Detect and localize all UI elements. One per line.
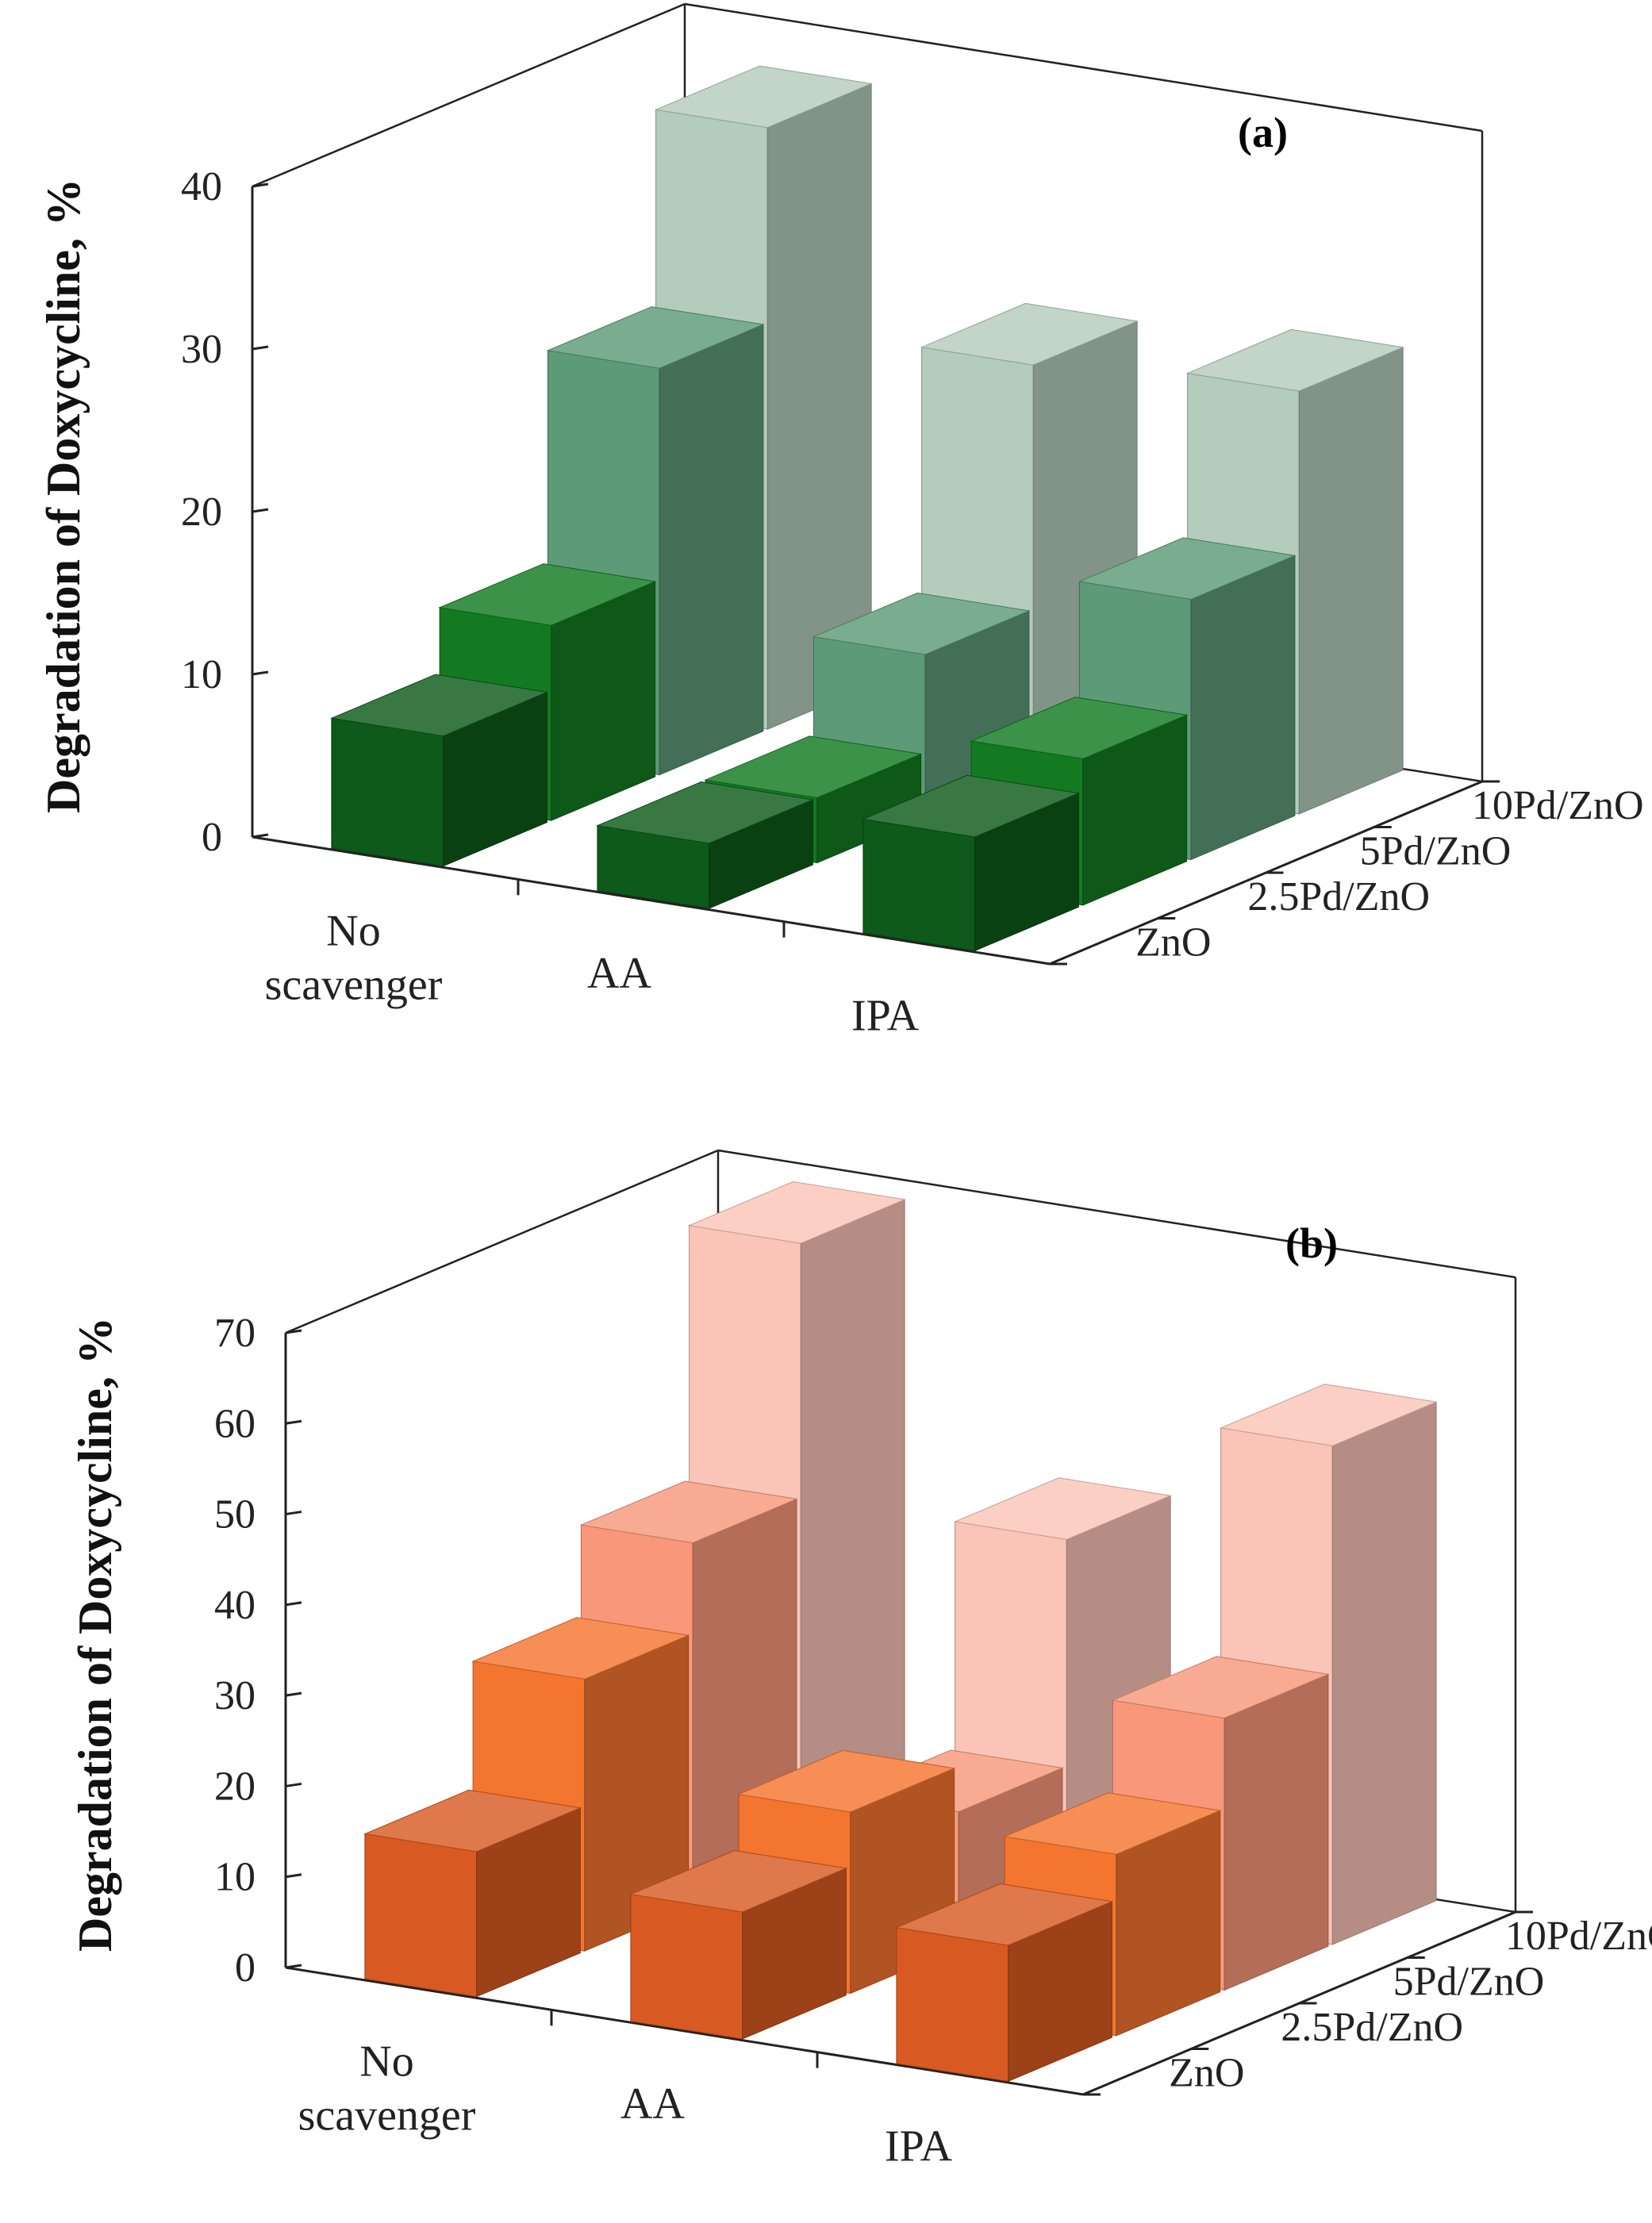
- y-tick: [285, 1964, 302, 1969]
- bar-top-face: [862, 774, 1081, 838]
- bar-front-face: [862, 818, 976, 951]
- y-tick: [285, 1782, 302, 1787]
- bar-top-face: [654, 65, 873, 129]
- y-tick: [285, 1601, 302, 1607]
- y-tick-label: 70: [214, 1311, 255, 1356]
- bar-top-face: [579, 1480, 798, 1544]
- y-tick: [285, 1329, 302, 1334]
- y-tick: [285, 1511, 302, 1516]
- bar-top-face: [812, 592, 1031, 655]
- y-tick-label: 0: [235, 1945, 255, 1991]
- bar: [629, 1849, 848, 2040]
- bar-side-face: [1298, 346, 1404, 815]
- y-tick-label: 40: [181, 164, 222, 209]
- bar-top-face: [737, 1749, 956, 1813]
- bar-front-face: [630, 1894, 743, 2040]
- bar-top-face: [596, 781, 815, 844]
- y-tick: [252, 670, 269, 676]
- x-axis-line: [285, 1966, 1084, 2096]
- y-tick-label: 50: [214, 1492, 255, 1538]
- series-label: 2.5Pd/ZnO: [1281, 2005, 1463, 2050]
- y-tick: [252, 182, 269, 188]
- bar-top-face: [1111, 1656, 1330, 1719]
- series-label: 5Pd/ZnO: [1360, 828, 1512, 873]
- frame-edge: [717, 1149, 1516, 1279]
- y-tick-label: 30: [181, 327, 222, 372]
- bar-side-face: [1190, 555, 1296, 861]
- y-axis-title: Degradation of Doxycycline, %: [69, 1317, 121, 1952]
- frame-edge: [684, 2, 1483, 132]
- series-label: 5Pd/ZnO: [1393, 1959, 1545, 2004]
- y-tick-label: 10: [214, 1855, 255, 1900]
- x-category-label: AA: [620, 2079, 685, 2129]
- bar-top-face: [1185, 328, 1404, 392]
- x-category-label: No scavenger: [298, 2037, 476, 2140]
- x-category-label: IPA: [851, 991, 920, 1040]
- bar: [862, 774, 1081, 952]
- bar: [330, 674, 549, 867]
- bar-top-face: [438, 563, 657, 626]
- y-tick-label: 60: [214, 1401, 255, 1446]
- frame-edge: [285, 1149, 719, 1334]
- bar-front-face: [364, 1833, 478, 1998]
- bar-top-face: [1219, 1384, 1438, 1446]
- bar-top-face: [546, 306, 765, 369]
- bar-front-face: [896, 1927, 1009, 2082]
- bar-top-face: [1078, 537, 1297, 600]
- frame-edge: [252, 2, 686, 188]
- y-tick-label: 20: [214, 1764, 255, 1809]
- series-label: 10Pd/ZnO: [1505, 1914, 1652, 1959]
- bar-top-face: [363, 1789, 582, 1852]
- series-label: 10Pd/ZnO: [1472, 783, 1644, 828]
- y-tick: [285, 1691, 302, 1697]
- x-category-label: IPA: [885, 2121, 953, 2171]
- bar-side-face: [659, 324, 764, 776]
- x-axis-line: [252, 835, 1051, 966]
- series-label: ZnO: [1169, 2050, 1244, 2095]
- bars: [363, 1181, 1438, 2083]
- bar-top-face: [953, 1477, 1172, 1540]
- x-category-label: AA: [587, 949, 651, 998]
- y-axis-title: Degradation of Doxycycline, %: [37, 179, 90, 813]
- bar-top-face: [1003, 1792, 1222, 1855]
- y-tick-label: 0: [202, 815, 222, 860]
- chart-panel-1: 0 10 20 30 40 No scavenger AA IPA ZnO 2.5Pd/ZnO5Pd…: [37, 2, 1644, 1040]
- y-tick: [285, 1873, 302, 1879]
- y-tick-label: 40: [214, 1583, 255, 1628]
- bar-top-face: [704, 735, 923, 799]
- bar: [363, 1789, 582, 1998]
- y-tick: [252, 508, 269, 513]
- bar-side-face: [1224, 1673, 1329, 1991]
- y-tick-label: 30: [214, 1673, 255, 1718]
- panel-label: (b): [1285, 1219, 1338, 1267]
- chart-panel-2: 0 10 20 30 40 50 60 70 No scavenger AA IPA ZnO 2.5Pd/…: [69, 1149, 1652, 2171]
- series-label: 2.5Pd/ZnO: [1247, 874, 1430, 920]
- x-category-label: No scavenger: [265, 907, 443, 1010]
- bars: [330, 65, 1404, 952]
- y-tick-label: 10: [181, 652, 222, 697]
- bar-top-face: [687, 1181, 906, 1244]
- bar-top-face: [471, 1617, 690, 1680]
- bar-top-face: [629, 1849, 848, 1913]
- bar-top-face: [895, 1883, 1114, 1946]
- bar-front-face: [331, 717, 444, 867]
- panel-label: (a): [1238, 109, 1288, 156]
- bar-top-face: [920, 302, 1139, 366]
- y-tick-label: 20: [181, 490, 222, 535]
- y-tick: [252, 345, 269, 351]
- bar: [895, 1883, 1114, 2083]
- y-tick: [252, 833, 269, 839]
- bar-top-face: [970, 697, 1189, 759]
- series-label: ZnO: [1135, 920, 1211, 965]
- bar-top-face: [330, 674, 549, 737]
- bar: [596, 781, 815, 909]
- y-tick: [285, 1419, 302, 1425]
- bar-side-face: [1331, 1401, 1437, 1945]
